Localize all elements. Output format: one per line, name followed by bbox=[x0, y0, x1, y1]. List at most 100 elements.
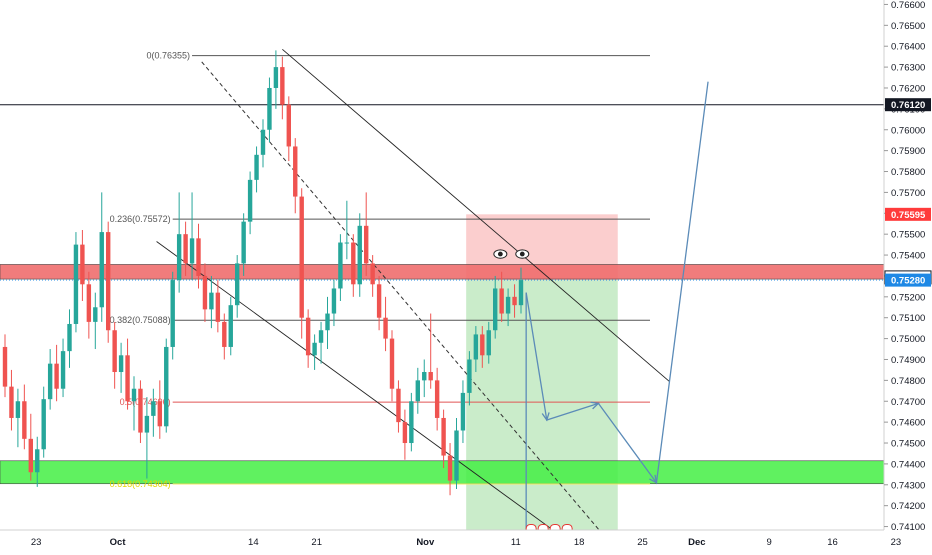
x-tick-label: 23 bbox=[31, 537, 42, 548]
candle-body bbox=[41, 399, 46, 450]
fib-level-label: 0(0.76355) bbox=[147, 51, 191, 61]
candle-body bbox=[293, 146, 298, 197]
candle-body bbox=[415, 380, 420, 402]
candle-body bbox=[15, 401, 21, 418]
candle-body bbox=[189, 238, 195, 264]
y-tick-label: 0.76000 bbox=[891, 125, 925, 136]
candle-body bbox=[125, 355, 130, 402]
y-tick-label: 0.74500 bbox=[891, 439, 925, 450]
y-tick-label: 0.74900 bbox=[891, 355, 925, 366]
candle-body bbox=[202, 275, 208, 310]
candle-body bbox=[67, 323, 72, 352]
candle-body bbox=[93, 307, 98, 322]
price-label-box bbox=[885, 98, 931, 112]
y-tick-label: 0.76500 bbox=[891, 21, 925, 32]
candle-body bbox=[480, 334, 485, 356]
candle-body bbox=[338, 242, 343, 289]
candle-body bbox=[235, 263, 240, 306]
candle-body bbox=[389, 338, 395, 389]
candle-body bbox=[370, 263, 375, 285]
candle-body bbox=[441, 417, 446, 456]
candle-body bbox=[376, 284, 382, 318]
candle-body bbox=[209, 292, 214, 310]
candle-body bbox=[215, 292, 221, 322]
candle-body bbox=[486, 330, 491, 356]
fib-level-label: 0.618(0.74304) bbox=[110, 479, 171, 489]
candle-body bbox=[99, 232, 104, 308]
x-tick-label: 21 bbox=[311, 537, 322, 548]
candle-body bbox=[280, 67, 285, 105]
candle-body bbox=[325, 313, 330, 331]
candle-body bbox=[241, 221, 246, 264]
resistance-zone bbox=[0, 264, 885, 280]
y-tick-label: 0.74300 bbox=[891, 480, 925, 491]
candle-body bbox=[422, 372, 427, 381]
candle-body bbox=[454, 430, 459, 481]
price-label-text: 0.76120 bbox=[891, 100, 925, 111]
candle-body bbox=[170, 280, 175, 347]
eye-pupil-icon bbox=[519, 251, 525, 257]
candle-body bbox=[2, 346, 8, 387]
candle-body bbox=[28, 438, 33, 473]
y-tick-label: 0.75200 bbox=[891, 292, 925, 303]
candle-body bbox=[260, 129, 266, 155]
solid-trendline bbox=[282, 49, 670, 382]
x-tick-label: 23 bbox=[891, 537, 902, 548]
candle-body bbox=[138, 388, 143, 433]
x-tick-label: Dec bbox=[688, 537, 705, 548]
candle-body bbox=[106, 232, 111, 331]
candle-body bbox=[351, 242, 356, 285]
candle-body bbox=[157, 401, 162, 427]
candle-body bbox=[196, 238, 201, 276]
y-tick-label: 0.74400 bbox=[891, 459, 925, 470]
y-tick-label: 0.76600 bbox=[891, 0, 925, 11]
candle-body bbox=[512, 296, 517, 306]
y-tick-label: 0.76400 bbox=[891, 42, 925, 53]
candle-body bbox=[305, 317, 311, 356]
price-label-text: 0.75280 bbox=[891, 276, 925, 287]
solid-trendline bbox=[156, 241, 573, 545]
y-tick-label: 0.75100 bbox=[891, 313, 925, 324]
x-tick-label: 9 bbox=[767, 537, 772, 548]
candle-body bbox=[357, 225, 362, 285]
candle-body bbox=[54, 363, 59, 389]
x-tick-label: 14 bbox=[248, 537, 259, 548]
fib-level-label: 0.236(0.75572) bbox=[110, 214, 171, 224]
x-tick-label: 18 bbox=[574, 537, 585, 548]
candle-body bbox=[299, 196, 304, 318]
candle-body bbox=[164, 346, 169, 427]
y-tick-label: 0.76300 bbox=[891, 63, 925, 74]
price-label-box bbox=[885, 207, 931, 221]
fib-level-label: 0.5(0.74696) bbox=[120, 397, 171, 407]
candle-body bbox=[151, 401, 156, 416]
price-label-box bbox=[885, 273, 931, 287]
candle-body bbox=[460, 392, 466, 431]
y-tick-label: 0.76200 bbox=[891, 83, 925, 94]
fib-level-label: 0.382(0.75088) bbox=[110, 315, 171, 325]
candle-body bbox=[409, 401, 414, 444]
candle-body bbox=[112, 330, 117, 373]
y-tick-label: 0.74100 bbox=[891, 522, 925, 533]
candle-body bbox=[467, 359, 472, 393]
y-tick-label: 0.74700 bbox=[891, 397, 925, 408]
position-target-zone bbox=[466, 280, 618, 537]
projection-arrowhead bbox=[590, 401, 600, 410]
candle-body bbox=[473, 334, 479, 360]
eye-pupil-icon bbox=[497, 251, 503, 257]
candle-body bbox=[228, 305, 233, 347]
candle-body bbox=[267, 87, 272, 130]
candle-body bbox=[273, 67, 279, 88]
candle-body bbox=[176, 234, 182, 281]
candle-body bbox=[364, 225, 369, 264]
candle-body bbox=[183, 234, 188, 264]
x-tick-label: Nov bbox=[416, 537, 435, 548]
candle-body bbox=[396, 388, 401, 423]
y-tick-label: 0.75700 bbox=[891, 188, 925, 199]
candle-body bbox=[286, 104, 291, 147]
candle-body bbox=[222, 321, 227, 347]
candle-body bbox=[331, 288, 337, 314]
y-tick-label: 0.74200 bbox=[891, 501, 925, 512]
y-tick-label: 0.75400 bbox=[891, 251, 925, 262]
candle-body bbox=[254, 154, 259, 180]
